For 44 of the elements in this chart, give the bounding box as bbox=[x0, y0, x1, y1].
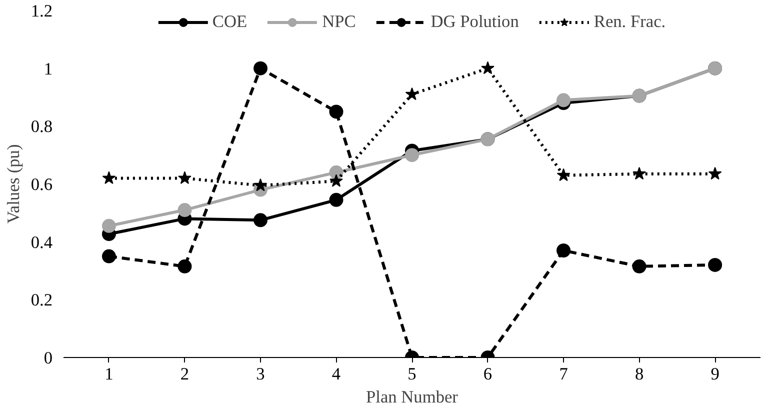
point bbox=[330, 174, 343, 187]
legend-label: NPC bbox=[322, 12, 356, 32]
point bbox=[632, 259, 646, 274]
y-axis-title: Values (pu) bbox=[4, 144, 23, 224]
point bbox=[329, 104, 344, 119]
point bbox=[708, 166, 722, 180]
y-tick-label: 0.2 bbox=[30, 290, 53, 310]
x-axis-title: Plan Number bbox=[366, 388, 458, 406]
y-tick-label: 0.6 bbox=[30, 175, 53, 194]
y-tick-label: 1 bbox=[44, 59, 53, 78]
x-tick-label: 7 bbox=[559, 364, 568, 384]
x-tick-label: 3 bbox=[256, 364, 265, 384]
point bbox=[556, 168, 570, 182]
point bbox=[253, 213, 268, 228]
legend-label: DG Polution bbox=[430, 12, 519, 32]
x-tick-label: 2 bbox=[180, 364, 190, 384]
y-tick-label: 1.2 bbox=[30, 2, 53, 20]
x-tick-label: 6 bbox=[483, 364, 492, 384]
point bbox=[253, 61, 268, 76]
point bbox=[708, 258, 722, 272]
point bbox=[178, 203, 192, 218]
point bbox=[178, 171, 192, 184]
point bbox=[481, 61, 494, 74]
point bbox=[102, 249, 116, 264]
x-tick-label: 1 bbox=[104, 364, 114, 384]
legend-label: COE bbox=[212, 12, 248, 32]
point bbox=[556, 93, 571, 108]
point bbox=[405, 148, 419, 162]
x-tick-label: 8 bbox=[634, 364, 644, 384]
point bbox=[254, 178, 268, 192]
x-tick-label: 9 bbox=[710, 364, 720, 384]
y-tick-label: 0.4 bbox=[30, 232, 53, 252]
y-tick-label: 0 bbox=[44, 348, 53, 368]
x-tick-label: 4 bbox=[332, 364, 341, 384]
legend-label: Ren. Frac. bbox=[594, 12, 666, 32]
x-tick-label: 5 bbox=[408, 364, 416, 384]
point bbox=[102, 171, 116, 184]
point bbox=[329, 192, 344, 207]
point bbox=[632, 166, 646, 180]
point bbox=[102, 218, 116, 233]
point bbox=[556, 244, 571, 258]
point bbox=[178, 259, 192, 274]
y-tick-label: 0.8 bbox=[30, 117, 53, 136]
point bbox=[405, 87, 419, 100]
